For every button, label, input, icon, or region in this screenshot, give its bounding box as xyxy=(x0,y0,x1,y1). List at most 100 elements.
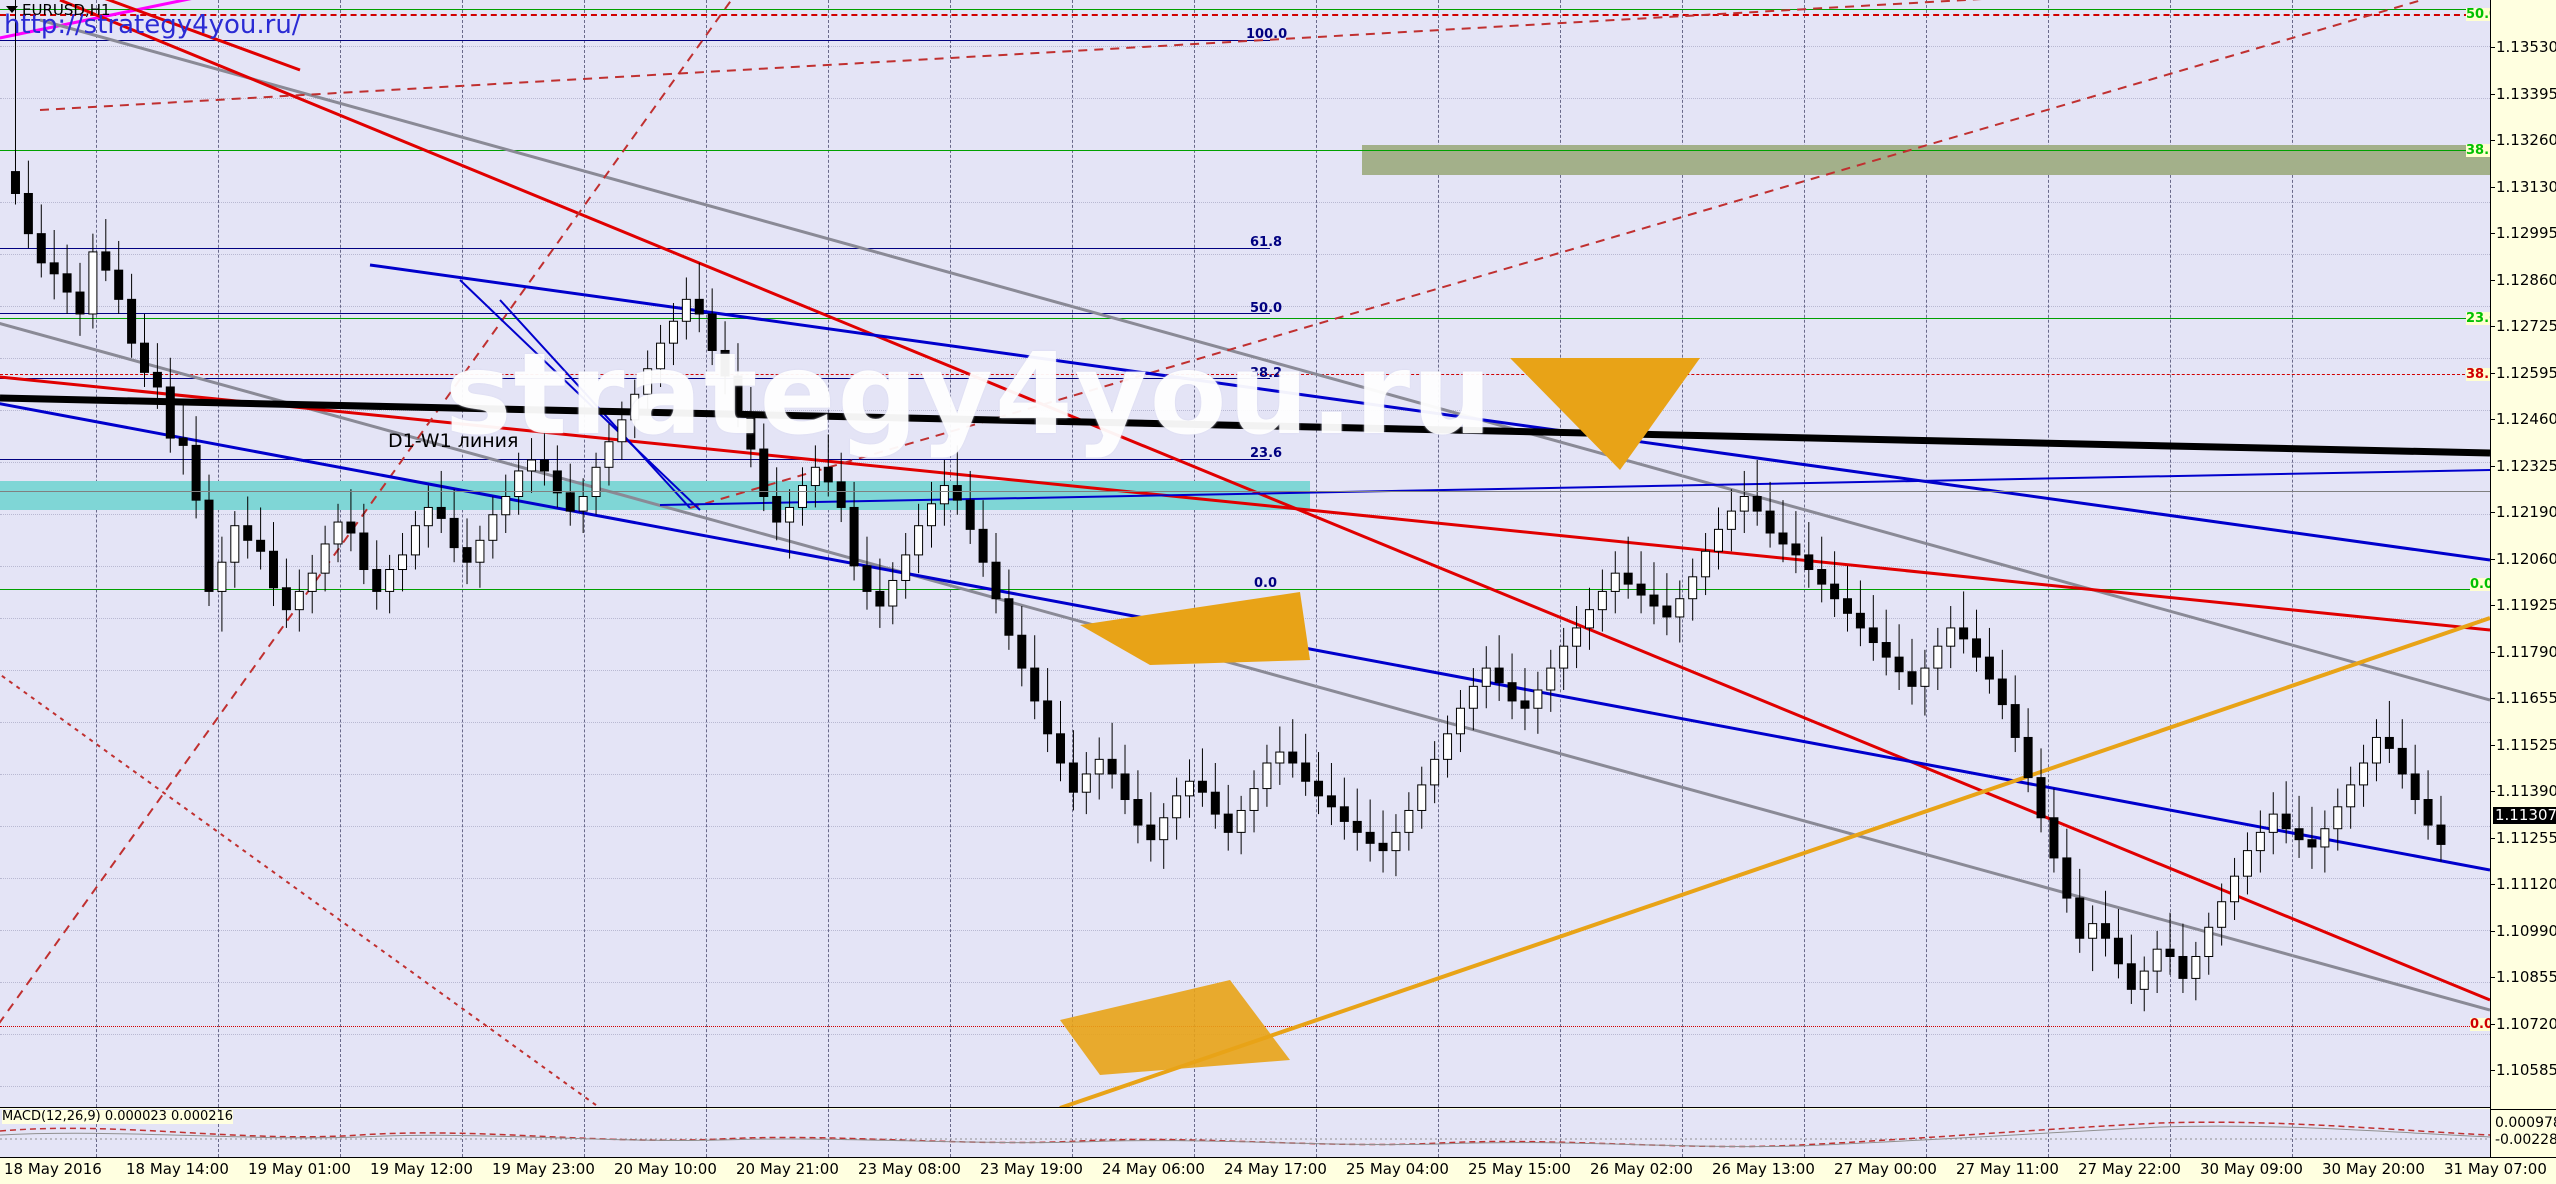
grid-line xyxy=(0,982,2490,983)
candlestick xyxy=(862,536,872,610)
candlestick xyxy=(152,343,162,409)
time-tick: 18 May 2016 xyxy=(4,1160,102,1178)
price-tick: 1.11925 xyxy=(2490,598,2556,613)
price-tick: 1.11120 xyxy=(2490,877,2556,892)
grid-line xyxy=(96,0,97,1107)
candlestick xyxy=(1791,511,1801,574)
candlestick xyxy=(1352,788,1362,851)
price-tick: 1.12190 xyxy=(2490,505,2556,520)
magenta-trendline xyxy=(0,0,192,40)
grid-line xyxy=(2292,0,2293,1107)
candlestick xyxy=(2049,788,2059,873)
price-tick: 1.12995 xyxy=(2490,226,2556,241)
candlestick xyxy=(423,485,433,548)
red-trendline-main xyxy=(59,0,2490,1002)
price-axis[interactable]: 1.13530 1.13395 1.13260 1.13130 1.12995 1.128… xyxy=(2490,0,2556,1157)
blue-channel-upper xyxy=(369,263,2490,562)
price-tick: 1.10585 xyxy=(2490,1063,2556,1078)
time-tick: 25 May 04:00 xyxy=(1346,1160,1449,1178)
fib-label-236: 23.6 xyxy=(1250,446,1283,461)
candlestick xyxy=(914,503,924,574)
fib-level-green-236 xyxy=(0,318,2490,319)
candlestick xyxy=(88,233,98,329)
red-dotted-descending xyxy=(0,673,601,1107)
candlestick xyxy=(1804,522,1814,588)
candlestick xyxy=(2281,781,2291,844)
candlestick xyxy=(810,445,820,508)
price-tick: 1.12325 xyxy=(2490,458,2556,474)
candlestick xyxy=(1920,649,1930,716)
grid-line xyxy=(462,0,463,1107)
candlestick xyxy=(2255,810,2265,873)
grid-line xyxy=(0,566,2490,567)
candlestick xyxy=(1288,719,1298,778)
macd-tick: -0.002285 xyxy=(2495,1132,2556,1148)
chevron-down-icon[interactable] xyxy=(6,6,18,13)
candlestick xyxy=(1610,551,1620,614)
candlestick xyxy=(204,474,214,607)
candlestick xyxy=(320,525,330,592)
price-chart-pane[interactable]: 100.0 61.8 50.0 38.2 23.6 0.0 50.0 38.2 … xyxy=(0,0,2490,1108)
time-tick: 30 May 09:00 xyxy=(2200,1160,2303,1178)
candlestick xyxy=(630,379,640,439)
candlestick xyxy=(1623,536,1633,599)
price-tick: 1.12860 xyxy=(2490,272,2556,288)
candlestick xyxy=(139,313,149,387)
candlestick xyxy=(1146,792,1156,862)
time-tick: 20 May 21:00 xyxy=(736,1160,839,1178)
candlestick xyxy=(436,470,446,534)
candlestick xyxy=(2242,832,2252,895)
d1w1-annotation-label: D1-W1 линия xyxy=(388,430,519,452)
fib-edge-label-00: 0.0 xyxy=(2470,578,2490,591)
candlestick xyxy=(1417,766,1427,829)
macd-indicator-label: MACD(12,26,9) 0.000023 0.000216 xyxy=(2,1109,234,1124)
candlestick xyxy=(668,303,678,366)
candlestick xyxy=(1159,803,1169,869)
fib-level-green-382 xyxy=(0,150,2490,151)
time-axis[interactable]: 18 May 2016 18 May 14:00 19 May 01:00 19 Ma… xyxy=(0,1157,2556,1184)
candlestick xyxy=(720,321,730,395)
candlestick xyxy=(656,324,666,387)
candlestick xyxy=(178,401,188,475)
candlestick xyxy=(333,503,343,563)
candlestick xyxy=(10,0,20,205)
candlestick xyxy=(1314,752,1324,815)
candlestick xyxy=(1843,565,1853,632)
candlestick-series xyxy=(10,0,2446,1012)
macd-tick: 0.000978 xyxy=(2495,1115,2556,1131)
gray-channel-lower xyxy=(0,321,2490,1012)
candlestick xyxy=(1017,606,1027,687)
candlestick xyxy=(1326,763,1336,826)
fib-level-blue-50 xyxy=(0,313,1270,314)
candlestick xyxy=(1494,635,1504,701)
grid-line xyxy=(0,254,2490,255)
candlestick xyxy=(823,434,833,497)
grid-line xyxy=(0,1086,2490,1087)
candlestick xyxy=(1636,551,1646,614)
candlestick xyxy=(733,343,743,428)
candlestick xyxy=(1726,489,1736,552)
gold-wedge-lower xyxy=(1080,592,1310,665)
candlestick xyxy=(952,445,962,515)
time-tick: 24 May 06:00 xyxy=(1102,1160,1205,1178)
candlestick xyxy=(1997,649,2007,720)
candlestick xyxy=(191,416,201,519)
time-tick: 23 May 08:00 xyxy=(858,1160,961,1178)
candlestick xyxy=(243,496,253,559)
price-tick: 1.13260 xyxy=(2490,133,2556,148)
price-tick: 1.10855 xyxy=(2490,970,2556,985)
candlestick xyxy=(1056,700,1066,782)
candlestick xyxy=(2371,719,2381,782)
candlestick xyxy=(1197,748,1207,807)
fib-level-green-top xyxy=(0,9,2490,10)
candlestick xyxy=(101,219,111,282)
time-tick: 27 May 22:00 xyxy=(2078,1160,2181,1178)
candlestick xyxy=(1172,777,1182,840)
candlestick xyxy=(1688,558,1698,621)
candlestick xyxy=(694,262,704,333)
candlestick xyxy=(462,518,472,585)
candlestick xyxy=(2410,744,2420,815)
fib-label-100: 100.0 xyxy=(1246,27,1288,42)
candlestick xyxy=(1546,649,1556,712)
